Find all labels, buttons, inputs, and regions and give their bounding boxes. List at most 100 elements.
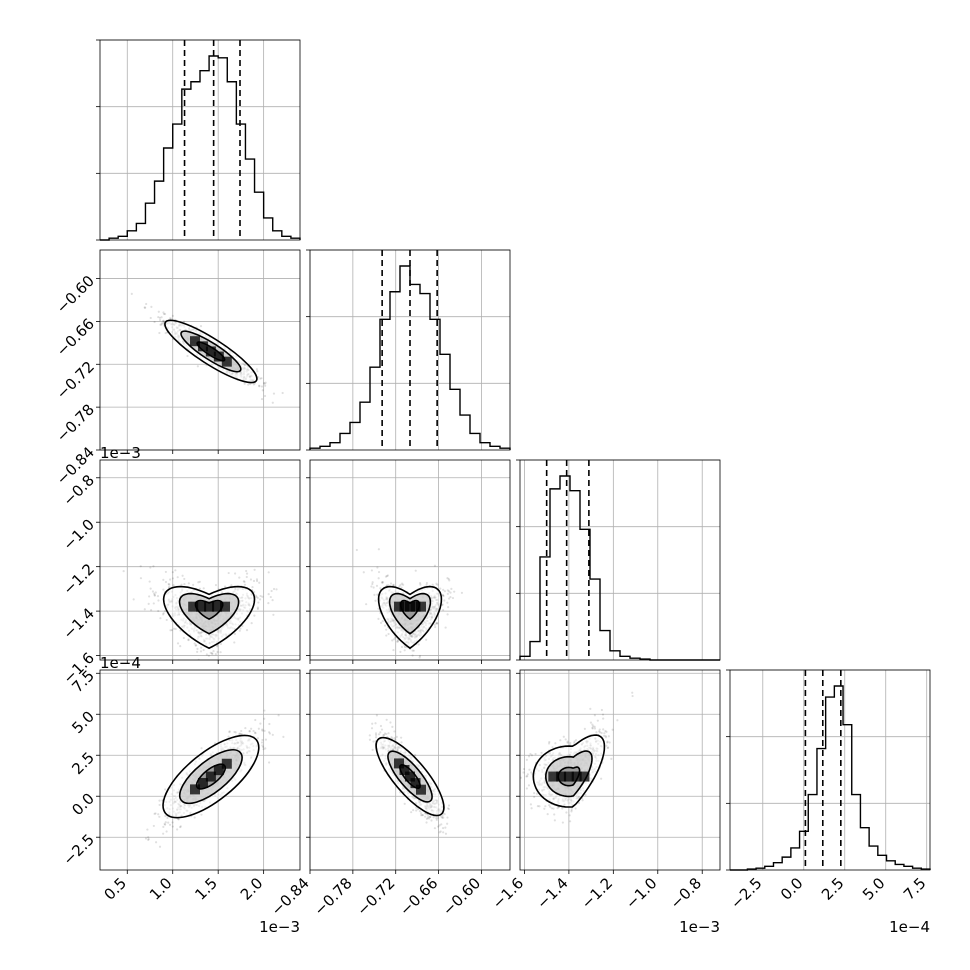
sample-point	[430, 819, 433, 822]
sample-point	[581, 799, 584, 802]
sample-point	[233, 641, 236, 644]
scatter-panel-3-1	[306, 669, 511, 874]
sample-point	[255, 578, 259, 581]
sample-point	[530, 807, 533, 810]
sample-point	[179, 825, 182, 829]
sample-point	[261, 595, 264, 598]
sample-point	[375, 584, 379, 587]
sample-point	[394, 738, 397, 741]
sample-point	[365, 603, 368, 606]
sample-point	[435, 818, 438, 821]
sample-point	[442, 588, 445, 591]
sample-point	[162, 588, 165, 591]
sample-point	[170, 628, 173, 632]
sample-point	[263, 729, 266, 732]
sample-point	[447, 597, 451, 600]
sample-point	[219, 642, 223, 646]
hist-frame-2	[519, 459, 721, 661]
sample-point	[377, 733, 381, 736]
sample-point	[164, 570, 167, 574]
sample-point	[262, 745, 265, 749]
sample-point	[431, 583, 434, 586]
sample-point	[262, 748, 265, 751]
sample-point	[164, 331, 167, 335]
sample-point	[443, 599, 446, 602]
sample-point	[162, 613, 165, 616]
samples-group	[130, 292, 284, 404]
sample-point	[411, 649, 414, 652]
sample-point	[591, 723, 594, 726]
sample-point	[377, 577, 380, 580]
sample-point	[259, 594, 262, 598]
sample-point	[244, 726, 247, 730]
sample-point	[370, 727, 374, 730]
sample-point	[387, 732, 390, 735]
sample-point	[403, 645, 407, 649]
sample-point	[417, 643, 420, 646]
sample-point	[267, 731, 271, 734]
sample-point	[263, 717, 266, 720]
sample-point	[164, 821, 167, 824]
sample-point	[375, 714, 378, 717]
sample-point	[380, 728, 384, 731]
sample-point	[447, 606, 450, 609]
density-peak	[399, 764, 410, 775]
sample-point	[163, 822, 166, 826]
sample-point	[158, 815, 161, 818]
sample-point	[381, 581, 385, 584]
sample-point	[438, 824, 441, 827]
sample-point	[258, 385, 261, 388]
sample-point	[254, 731, 257, 735]
sample-point	[418, 581, 422, 585]
sample-point	[385, 718, 388, 721]
sample-point	[157, 310, 160, 313]
sample-point	[171, 571, 174, 574]
sample-point	[263, 381, 266, 385]
sample-point	[234, 731, 237, 734]
sample-point	[608, 741, 611, 744]
sample-point	[183, 320, 186, 323]
sample-point	[550, 807, 553, 810]
sample-point	[162, 321, 165, 325]
sample-point	[162, 832, 165, 835]
sample-point	[183, 577, 186, 581]
sample-point	[263, 382, 266, 385]
sample-point	[434, 625, 437, 629]
sample-point	[436, 816, 439, 820]
sample-point	[195, 644, 198, 647]
sample-point	[444, 626, 447, 629]
sample-point	[376, 593, 379, 596]
sample-point	[373, 593, 376, 596]
sample-point	[157, 599, 160, 602]
sample-point	[255, 595, 258, 598]
sample-point	[245, 575, 248, 579]
sample-point	[385, 628, 388, 631]
sample-point	[399, 650, 402, 654]
sample-point	[256, 606, 260, 609]
sample-point	[446, 822, 449, 825]
sample-point	[282, 735, 285, 738]
sample-point	[383, 624, 387, 627]
sample-point	[397, 639, 400, 642]
sample-point	[252, 383, 255, 386]
samples-group	[520, 691, 634, 824]
sample-point	[368, 738, 372, 741]
sample-point	[379, 724, 383, 728]
sample-point	[257, 727, 260, 730]
sample-point	[374, 732, 378, 735]
sample-point	[371, 748, 374, 751]
density-peak	[405, 601, 415, 612]
sample-point	[139, 565, 142, 568]
sample-point	[392, 584, 395, 587]
sample-point	[238, 733, 241, 736]
sample-point	[433, 827, 437, 830]
sample-point	[261, 744, 264, 747]
sample-point	[227, 735, 230, 738]
sample-point	[162, 612, 165, 615]
sample-point	[380, 581, 384, 584]
sample-point	[391, 639, 394, 642]
sample-point	[441, 603, 444, 606]
sample-point	[377, 548, 380, 551]
density-peak	[416, 601, 426, 612]
sample-point	[435, 622, 438, 625]
